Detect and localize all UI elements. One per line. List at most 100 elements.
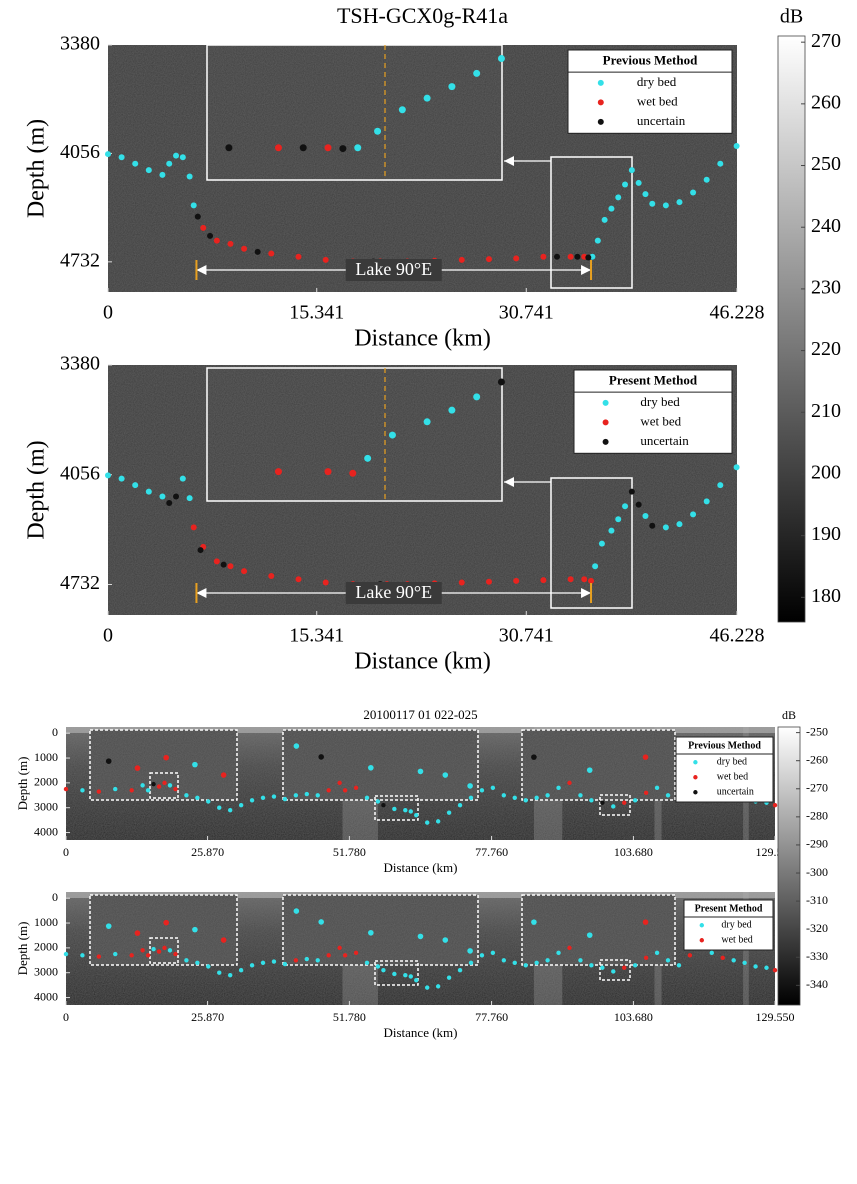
legend-box — [573, 369, 733, 454]
data-point — [260, 960, 266, 965]
annotation: Lake 90°E — [355, 259, 432, 279]
x-tick-label: 25.870 — [191, 845, 224, 859]
data-point — [709, 950, 714, 956]
data-point — [173, 786, 178, 792]
data-point — [425, 820, 430, 825]
data-point — [173, 493, 180, 500]
data-point — [733, 464, 740, 471]
chart-title: TSH-GCX0g-R41a — [337, 3, 508, 28]
data-point — [195, 795, 200, 800]
data-point — [140, 783, 145, 788]
data-point — [63, 951, 69, 957]
data-point — [772, 803, 778, 808]
data-point — [601, 216, 608, 223]
data-point — [632, 963, 638, 968]
y-tick-label: 4056 — [60, 462, 100, 484]
x-axis-label: Distance (km) — [354, 649, 491, 675]
data-point — [690, 189, 697, 196]
x-tick-label: 15.341 — [289, 625, 344, 647]
inset-point — [134, 765, 141, 771]
data-point — [446, 810, 452, 815]
data-point — [179, 475, 186, 482]
y-tick-label: 0 — [52, 890, 58, 904]
data-point — [249, 963, 255, 968]
data-point — [690, 511, 697, 518]
colorbar-tick-label: 220 — [811, 338, 841, 360]
data-point — [129, 953, 134, 958]
inset-point — [354, 144, 362, 152]
inset-point — [318, 754, 324, 760]
colorbar-tick-label: -310 — [806, 893, 828, 907]
colorbar-tick-label: 260 — [811, 91, 841, 113]
data-point — [622, 181, 629, 188]
data-point — [227, 240, 234, 247]
inset-background — [207, 45, 502, 180]
data-point — [364, 960, 370, 965]
x-tick-label: 51.780 — [333, 845, 366, 859]
data-point — [353, 785, 359, 791]
inset-point — [324, 468, 332, 476]
data-point — [132, 160, 139, 167]
legend-label: uncertain — [717, 787, 754, 798]
data-point — [322, 256, 329, 263]
data-point — [129, 788, 134, 793]
data-point — [676, 521, 683, 528]
data-point — [764, 965, 769, 970]
data-point — [295, 253, 302, 260]
data-point — [220, 561, 227, 568]
data-point — [622, 503, 629, 510]
data-point — [260, 795, 266, 800]
inset-frame — [282, 729, 479, 801]
data-point — [662, 202, 669, 209]
data-point — [241, 245, 248, 252]
data-point — [254, 248, 261, 255]
inset-point — [368, 764, 374, 771]
data-point — [364, 795, 370, 800]
span-arrowhead — [196, 265, 207, 275]
data-point — [207, 232, 214, 239]
data-point — [167, 783, 173, 788]
inset-frame — [282, 894, 479, 966]
data-point — [554, 253, 561, 260]
x-tick-label: 129.550 — [756, 1010, 795, 1024]
data-point — [592, 563, 599, 570]
data-point — [217, 805, 222, 810]
data-point — [534, 960, 539, 965]
data-point — [145, 167, 152, 174]
data-point — [96, 954, 102, 959]
data-point — [611, 969, 616, 974]
data-point — [622, 800, 627, 805]
data-point — [113, 951, 118, 957]
x-tick-label: 0 — [63, 1010, 69, 1024]
legend-marker — [602, 419, 609, 426]
inset-point — [339, 145, 347, 153]
inset-point — [374, 127, 382, 135]
inset-point — [105, 923, 112, 929]
legend-label: wet bed — [637, 93, 678, 108]
data-point — [534, 795, 539, 800]
data-point — [615, 194, 622, 201]
x-tick-label: 51.780 — [333, 1010, 366, 1024]
data-point — [342, 788, 348, 793]
data-point — [96, 789, 102, 794]
inset-frame — [521, 894, 676, 966]
zoom-box — [374, 960, 419, 986]
inset-frame — [89, 894, 238, 966]
colorbar-tick-label: -300 — [806, 865, 828, 879]
data-point — [468, 960, 474, 965]
legend-box — [567, 49, 733, 134]
data-point — [662, 524, 669, 531]
y-tick-label: 3380 — [60, 33, 100, 55]
data-point — [468, 795, 474, 800]
data-point — [654, 950, 660, 956]
data-point — [322, 579, 329, 586]
y-tick-label: 2000 — [34, 940, 58, 954]
data-point — [63, 786, 69, 792]
data-point — [190, 524, 197, 531]
zoom-box — [599, 959, 631, 981]
data-point — [731, 958, 736, 963]
data-point — [490, 785, 496, 791]
legend-label: wet bed — [640, 413, 681, 428]
data-point — [540, 577, 547, 584]
data-point — [600, 965, 605, 970]
